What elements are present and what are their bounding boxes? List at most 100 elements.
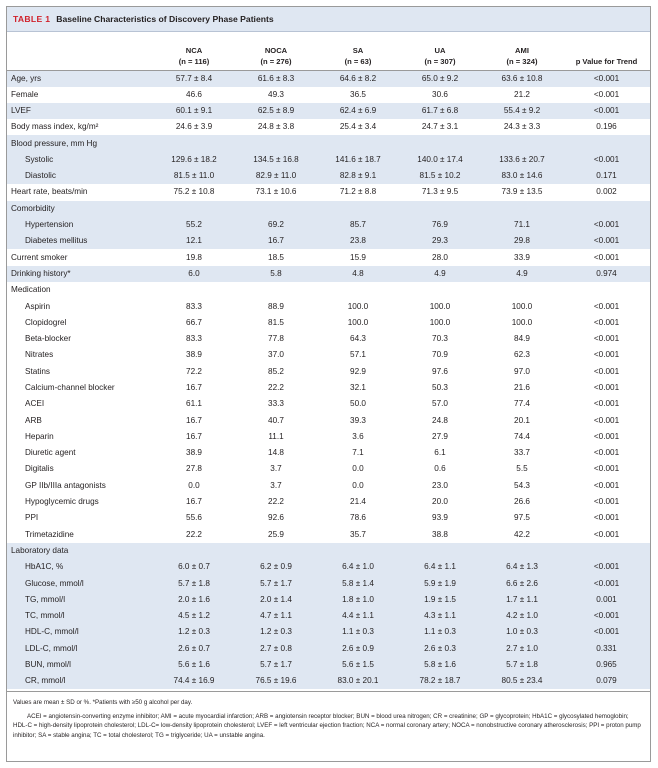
table-row: Comorbidity: [7, 200, 650, 217]
table-row: LVEF 60.1 ± 9.1 62.5 ± 8.9 62.4 ± 6.9 61.7 ±…: [7, 102, 650, 120]
table-row: Systolic 129.6 ± 18.2 134.5 ± 16.8 141.6 ± …: [7, 151, 650, 168]
value-cell: 1.0 ± 0.3: [481, 624, 563, 641]
value-cell: 24.6 ± 3.9: [175, 122, 213, 132]
value-cell: 1.8 ± 1.0: [317, 591, 399, 608]
row-label: Diastolic: [7, 167, 153, 185]
value-cell: 6.2 ± 0.9: [235, 559, 317, 576]
row-label: Body mass index, kg/m²: [11, 122, 99, 132]
value-cell: 66.7: [186, 317, 202, 327]
table-row: PPI 55.6 92.6 78.6 93.9 97.5 <0.001: [7, 510, 650, 526]
value-cell: 54.3: [514, 480, 530, 490]
p-value-cell: <0.001: [593, 301, 620, 311]
header-group-5: AMI (n = 324): [481, 32, 563, 70]
table-row: Diabetes mellitus 12.1 16.7 23.8 29.3 29.8 <0.…: [7, 233, 650, 250]
row-label: Calcium-channel blocker: [25, 382, 115, 392]
table-row: Body mass index, kg/m² 24.6 ± 3.9 24.8 ± 3…: [7, 119, 650, 135]
value-cell: 61.7 ± 6.8: [399, 102, 481, 120]
column-name: SA: [352, 45, 364, 55]
value-cell: 85.7: [317, 216, 399, 234]
table-title: Baseline Characteristics of Discovery Ph…: [56, 14, 274, 24]
table-title-bar: TABLE 1 Baseline Characteristics of Disc…: [7, 7, 650, 32]
p-value-cell: <0.001: [563, 70, 650, 87]
table-row: CR, mmol/l 74.4 ± 16.9 76.5 ± 19.6 83.0 ± 2…: [7, 673, 650, 690]
value-cell: 4.4 ± 1.1: [317, 608, 399, 625]
header-p-value: p Value for Trend: [563, 32, 650, 70]
column-name: NOCA: [264, 45, 288, 55]
value-cell: 6.4 ± 1.1: [399, 559, 481, 576]
value-cell: 0.0: [352, 480, 364, 490]
value-cell: 3.7: [270, 480, 282, 490]
value-cell: 78.6: [350, 513, 366, 523]
p-value-cell: 0.196: [596, 122, 617, 132]
table-row: Digitalis 27.8 3.7 0.0 0.6 5.5 <0.001: [7, 461, 650, 477]
row-label: Age, yrs: [7, 70, 153, 87]
table-frame: TABLE 1 Baseline Characteristics of Disc…: [6, 6, 651, 762]
value-cell: 16.7: [186, 497, 202, 507]
row-label: Statins: [25, 366, 51, 376]
value-cell: [153, 282, 235, 298]
table-row: Heparin 16.7 11.1 3.6 27.9 74.4 <0.001: [7, 429, 650, 445]
value-cell: 5.8 ± 1.6: [399, 656, 481, 674]
value-cell: 83.3: [186, 301, 202, 311]
value-cell: 22.2: [268, 497, 284, 507]
value-cell: 6.1: [434, 448, 446, 458]
value-cell: 100.0: [511, 317, 533, 327]
value-cell: [235, 282, 317, 298]
table-row: Clopidogrel 66.7 81.5 100.0 100.0 100.0 <0.001: [7, 315, 650, 331]
value-cell: 81.5 ± 10.2: [399, 167, 481, 185]
p-value-cell: <0.001: [593, 464, 620, 474]
value-cell: 74.4: [514, 431, 530, 441]
value-cell: 40.7: [268, 415, 284, 425]
row-label: Blood pressure, mm Hg: [7, 135, 153, 152]
row-label: ACEI: [25, 399, 45, 409]
value-cell: 3.6: [352, 431, 364, 441]
value-cell: 92.6: [268, 513, 284, 523]
value-cell: [481, 282, 563, 298]
value-cell: 2.6 ± 0.7: [153, 640, 235, 657]
p-value-cell: <0.001: [593, 317, 620, 327]
row-label: HbA1C, %: [7, 559, 153, 576]
value-cell: [235, 135, 317, 152]
value-cell: 25.9: [268, 529, 284, 539]
table-row: Aspirin 83.3 88.9 100.0 100.0 100.0 <0.001: [7, 298, 650, 314]
p-value-cell: [563, 282, 650, 298]
value-cell: 1.7 ± 1.1: [481, 591, 563, 608]
p-value-cell: 0.965: [563, 656, 650, 674]
value-cell: 5.7 ± 1.7: [235, 575, 317, 592]
table-row: Heart rate, beats/min 75.2 ± 10.8 73.1 ± 1…: [7, 184, 650, 200]
table-row: BUN, mmol/l 5.6 ± 1.6 5.7 ± 1.7 5.6 ± 1.5 5.…: [7, 656, 650, 674]
value-cell: [153, 200, 235, 217]
row-label: ARB: [25, 415, 42, 425]
value-cell: 140.0 ± 17.4: [399, 151, 481, 168]
row-label: Hypertension: [7, 216, 153, 234]
column-n: (n = 116): [178, 56, 210, 66]
column-n: (n = 276): [260, 56, 292, 66]
table-row: Diastolic 81.5 ± 11.0 82.9 ± 11.0 82.8 ± 9.…: [7, 167, 650, 185]
row-label: Drinking history*: [7, 265, 153, 283]
table-row: Hypertension 55.2 69.2 85.7 76.9 71.1 <0.001: [7, 216, 650, 234]
p-value-cell: <0.001: [593, 89, 620, 99]
value-cell: 1.2 ± 0.3: [235, 624, 317, 641]
value-cell: 74.4 ± 16.9: [153, 673, 235, 690]
value-cell: 129.6 ± 18.2: [153, 151, 235, 168]
value-cell: 16.7: [235, 233, 317, 250]
value-cell: 6.4 ± 1.0: [317, 559, 399, 576]
value-cell: 71.3 ± 9.5: [421, 187, 459, 197]
value-cell: 24.7 ± 3.1: [421, 122, 459, 132]
value-cell: 5.7 ± 1.8: [153, 575, 235, 592]
value-cell: 4.7 ± 1.1: [235, 608, 317, 625]
row-label: Diabetes mellitus: [7, 233, 153, 250]
value-cell: 37.0: [268, 350, 284, 360]
value-cell: 38.9: [186, 448, 202, 458]
value-cell: [235, 200, 317, 217]
table-footnotes: Values are mean ± SD or %. *Patients wit…: [7, 691, 650, 740]
value-cell: [399, 200, 481, 217]
value-cell: 61.1: [186, 399, 202, 409]
table-row: GP IIb/IIIa antagonists 0.0 3.7 0.0 23.0 54.3…: [7, 478, 650, 494]
value-cell: 5.8 ± 1.4: [317, 575, 399, 592]
row-label: Systolic: [7, 151, 153, 168]
value-cell: 80.5 ± 23.4: [481, 673, 563, 690]
table-row: Age, yrs 57.7 ± 8.4 61.6 ± 8.3 64.6 ± 8.2 65…: [7, 70, 650, 87]
column-name: UA: [434, 45, 446, 55]
value-cell: 20.1: [514, 415, 530, 425]
